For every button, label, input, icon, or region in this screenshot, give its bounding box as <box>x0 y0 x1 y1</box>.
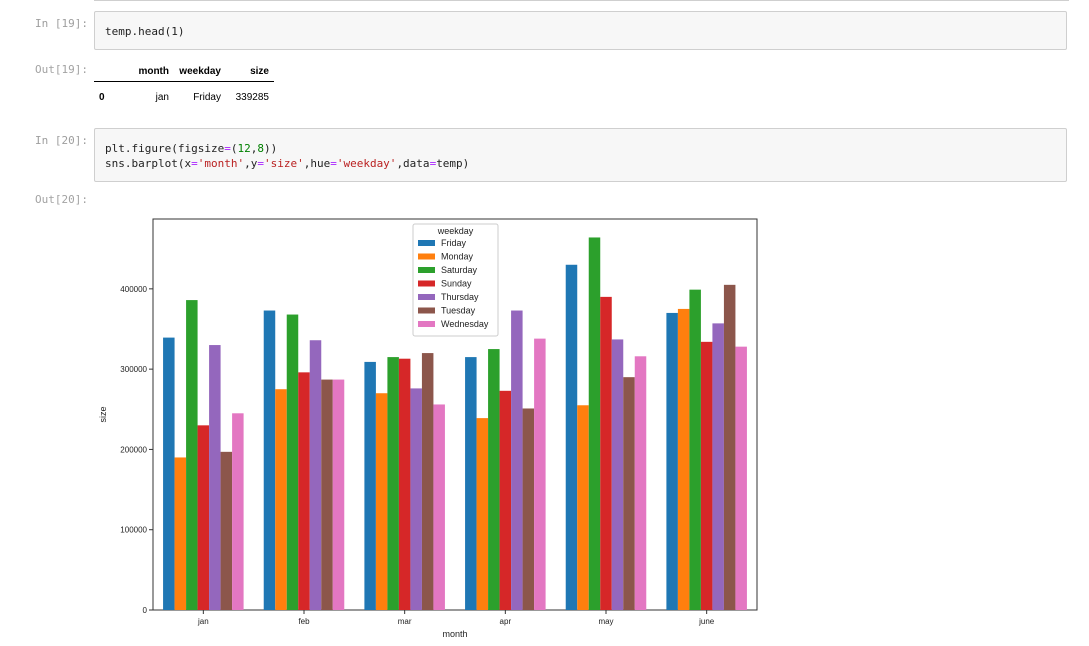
legend-label-sunday: Sunday <box>441 279 472 289</box>
legend-swatch-friday <box>418 240 435 246</box>
row-index: 0 <box>99 91 105 103</box>
bar-may-saturday <box>588 237 601 610</box>
column-header-weekday: weekday <box>179 66 221 77</box>
bar-mar-tuesday <box>421 353 434 610</box>
y-tick-label: 300000 <box>120 365 147 374</box>
legend-label-saturday: Saturday <box>441 265 478 275</box>
code-text-19: temp.head(1) <box>105 25 185 38</box>
x-tick-label: mar <box>398 617 412 626</box>
x-tick-label: feb <box>298 617 310 626</box>
bar-feb-monday <box>275 389 287 610</box>
legend-swatch-wednesday <box>418 321 435 327</box>
bar-june-monday <box>677 308 690 610</box>
legend-swatch-monday <box>418 253 435 260</box>
bar-feb-thursday <box>309 340 322 610</box>
cell-month: jan <box>155 91 169 103</box>
x-axis-label: month <box>442 629 467 639</box>
code-cell-19[interactable]: temp.head(1) <box>94 11 1067 50</box>
bar-may-wednesday <box>634 356 647 610</box>
bar-apr-wednesday <box>534 338 546 610</box>
bar-apr-monday <box>476 418 489 610</box>
input-prompt-19: In [19]: <box>35 17 88 30</box>
legend-label-tuesday: Tuesday <box>441 306 476 316</box>
legend-label-monday: Monday <box>441 252 474 262</box>
legend-title: weekday <box>437 226 474 236</box>
bar-apr-tuesday <box>522 408 535 610</box>
bar-mar-friday <box>364 361 376 610</box>
bar-jan-wednesday <box>232 413 244 610</box>
y-tick-label: 100000 <box>120 526 147 535</box>
bar-jan-tuesday <box>220 451 233 610</box>
barplot-output: 0 100000 200000 300000 400000 jan feb mar apr may… <box>96 212 766 646</box>
bar-mar-wednesday <box>433 404 445 610</box>
cell-weekday: Friday <box>193 91 221 103</box>
bar-jan-friday <box>163 337 175 610</box>
table-row: 0 jan Friday 339285 <box>94 82 274 113</box>
bar-june-sunday <box>700 341 713 610</box>
bar-mar-sunday <box>398 358 411 610</box>
bar-apr-thursday <box>511 310 523 610</box>
legend-label-wednesday: Wednesday <box>441 319 489 329</box>
bar-june-saturday <box>689 289 701 610</box>
bar-may-thursday <box>611 339 624 610</box>
bar-mar-monday <box>375 393 388 610</box>
bar-mar-thursday <box>410 388 422 610</box>
code-line-2: sns.barplot(x='month',y='size',hue='week… <box>105 157 470 170</box>
barplot-chart: 0 100000 200000 300000 400000 jan feb mar apr may… <box>98 218 758 639</box>
x-tick-label: jan <box>197 617 209 626</box>
dataframe-output: month weekday size 0 jan Friday 339285 <box>94 62 274 112</box>
x-tick-label: apr <box>500 617 512 626</box>
code-cell-20[interactable]: plt.figure(figsize=(12,8)) sns.barplot(x=… <box>94 128 1067 182</box>
legend-swatch-sunday <box>418 280 435 287</box>
bar-jan-monday <box>174 457 187 610</box>
bar-feb-saturday <box>286 314 299 610</box>
bar-june-wednesday <box>735 346 747 610</box>
cell-size: 339285 <box>235 91 269 103</box>
bar-may-sunday <box>600 296 612 610</box>
output-prompt-20: Out[20]: <box>35 193 88 206</box>
legend-swatch-thursday <box>418 294 435 300</box>
x-tick-label: june <box>698 617 715 626</box>
bar-june-friday <box>666 312 678 610</box>
column-header-size: size <box>250 66 269 77</box>
bar-apr-friday <box>465 357 477 610</box>
bar-may-monday <box>577 405 589 610</box>
bar-june-thursday <box>712 323 724 610</box>
bar-apr-saturday <box>488 349 500 610</box>
bar-mar-saturday <box>387 357 399 610</box>
output-prompt-19: Out[19]: <box>35 63 88 76</box>
bar-jan-thursday <box>209 345 221 610</box>
bar-jan-sunday <box>197 425 210 610</box>
legend-swatch-tuesday <box>418 307 435 314</box>
bar-june-tuesday <box>723 284 736 610</box>
bar-apr-sunday <box>499 390 512 610</box>
y-tick-label: 0 <box>143 606 148 615</box>
bar-may-friday <box>565 264 578 610</box>
y-axis-label: size <box>98 406 108 422</box>
legend-label-friday: Friday <box>441 238 467 248</box>
bar-feb-friday <box>263 310 276 610</box>
bar-jan-saturday <box>186 300 198 610</box>
legend-swatch-saturday <box>418 267 435 273</box>
y-tick-label: 200000 <box>120 445 147 454</box>
bar-feb-sunday <box>298 372 310 610</box>
column-header-month: month <box>138 66 169 77</box>
bar-feb-tuesday <box>321 379 333 610</box>
legend-label-thursday: Thursday <box>441 292 479 302</box>
code-line-1: plt.figure(figsize=(12,8)) <box>105 142 278 155</box>
bar-may-tuesday <box>623 377 635 610</box>
previous-cell-border <box>94 0 1069 1</box>
input-prompt-20: In [20]: <box>35 134 88 147</box>
y-tick-label: 400000 <box>120 285 147 294</box>
x-tick-label: may <box>598 617 613 626</box>
bar-feb-wednesday <box>332 379 345 610</box>
